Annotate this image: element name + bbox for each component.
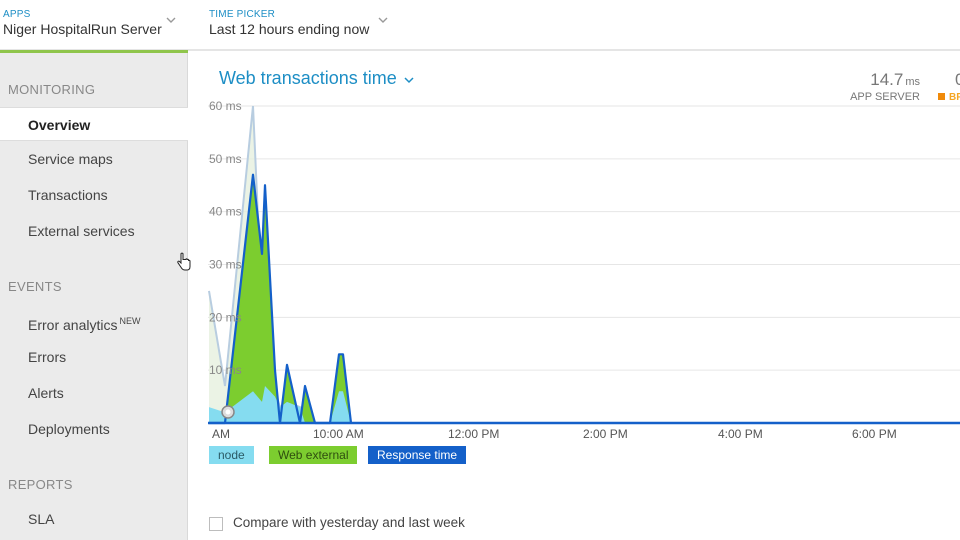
x-tick-label: 4:00 PM bbox=[718, 427, 763, 441]
x-tick-label: 12:00 PM bbox=[448, 427, 499, 441]
node-area bbox=[209, 386, 351, 423]
section-reports: REPORTS bbox=[8, 477, 73, 492]
sidebar-item-errors[interactable]: Errors bbox=[28, 349, 67, 365]
time-picker-value: Last 12 hours ending now bbox=[209, 21, 370, 37]
legend-web-external[interactable]: Web external bbox=[269, 446, 358, 464]
y-tick-label: 20 ms bbox=[209, 310, 242, 324]
web-transactions-chart[interactable]: 10 ms 20 ms 30 ms 40 ms 50 ms 60 ms AM 10:00 AM… bbox=[205, 96, 960, 441]
chart-title[interactable]: Web transactions time bbox=[219, 68, 397, 88]
sidebar-item-overview[interactable]: Overview bbox=[0, 107, 188, 141]
chevron-down-icon bbox=[166, 17, 176, 23]
app-picker[interactable]: APPS Niger HospitalRun Server bbox=[0, 0, 188, 53]
new-badge: NEW bbox=[119, 316, 141, 326]
metric-next-label: BR bbox=[938, 92, 960, 103]
metric-label: APP SERVER bbox=[850, 91, 920, 103]
y-tick-label: 40 ms bbox=[209, 205, 242, 219]
section-events: EVENTS bbox=[8, 279, 62, 294]
sidebar-item-label: Error analytics bbox=[28, 317, 118, 333]
top-bar: APPS Niger HospitalRun Server TIME PICKE… bbox=[0, 0, 960, 53]
sidebar-item-deployments[interactable]: Deployments bbox=[28, 421, 110, 437]
app-picker-underline bbox=[0, 50, 188, 53]
metric-unit: ms bbox=[905, 76, 920, 88]
sidebar-item-alerts[interactable]: Alerts bbox=[28, 385, 64, 401]
metric-next-label-text: BR bbox=[949, 92, 960, 103]
sidebar-item-service-maps[interactable]: Service maps bbox=[28, 151, 113, 167]
chevron-down-icon[interactable] bbox=[402, 73, 416, 87]
y-tick-label: 50 ms bbox=[209, 152, 242, 166]
chevron-down-icon bbox=[378, 17, 388, 23]
sidebar-item-sla[interactable]: SLA bbox=[28, 511, 55, 527]
hand-cursor-icon bbox=[177, 252, 191, 271]
sidebar-item-transactions[interactable]: Transactions bbox=[28, 187, 108, 203]
x-tick-label: 2:00 PM bbox=[583, 427, 628, 441]
sidebar-item-external-services[interactable]: External services bbox=[28, 223, 135, 239]
y-tick-label: 30 ms bbox=[209, 258, 242, 272]
section-monitoring: MONITORING bbox=[8, 82, 96, 97]
app-name: Niger HospitalRun Server bbox=[3, 21, 162, 37]
sidebar-item-error-analytics[interactable]: Error analytics NEW bbox=[0, 304, 188, 338]
x-tick-label: 10:00 AM bbox=[313, 427, 364, 441]
app-server-metric: 14.7 ms bbox=[856, 70, 920, 90]
response-time-line bbox=[209, 173, 353, 425]
sidebar: MONITORING Overview Service maps Transac… bbox=[0, 53, 188, 540]
legend-response-time[interactable]: Response time bbox=[368, 446, 467, 464]
y-tick-label: 60 ms bbox=[209, 99, 242, 113]
time-picker[interactable]: TIME PICKER Last 12 hours ending now bbox=[199, 0, 399, 51]
compare-label[interactable]: Compare with yesterday and last week bbox=[233, 515, 465, 530]
metric-value: 14.7 bbox=[870, 70, 904, 89]
metric-next-value: 0 bbox=[955, 70, 960, 89]
apps-label: APPS bbox=[3, 9, 31, 20]
x-tick-label: 6:00 PM bbox=[852, 427, 897, 441]
x-tick-label: AM bbox=[212, 427, 230, 441]
browser-color-swatch bbox=[938, 93, 945, 100]
legend-node[interactable]: node bbox=[209, 446, 254, 464]
compare-checkbox[interactable] bbox=[209, 517, 223, 531]
time-picker-label: TIME PICKER bbox=[209, 9, 276, 20]
marker-start-core bbox=[225, 409, 231, 415]
web-external-area bbox=[209, 201, 351, 423]
y-tick-label: 10 ms bbox=[209, 363, 242, 377]
